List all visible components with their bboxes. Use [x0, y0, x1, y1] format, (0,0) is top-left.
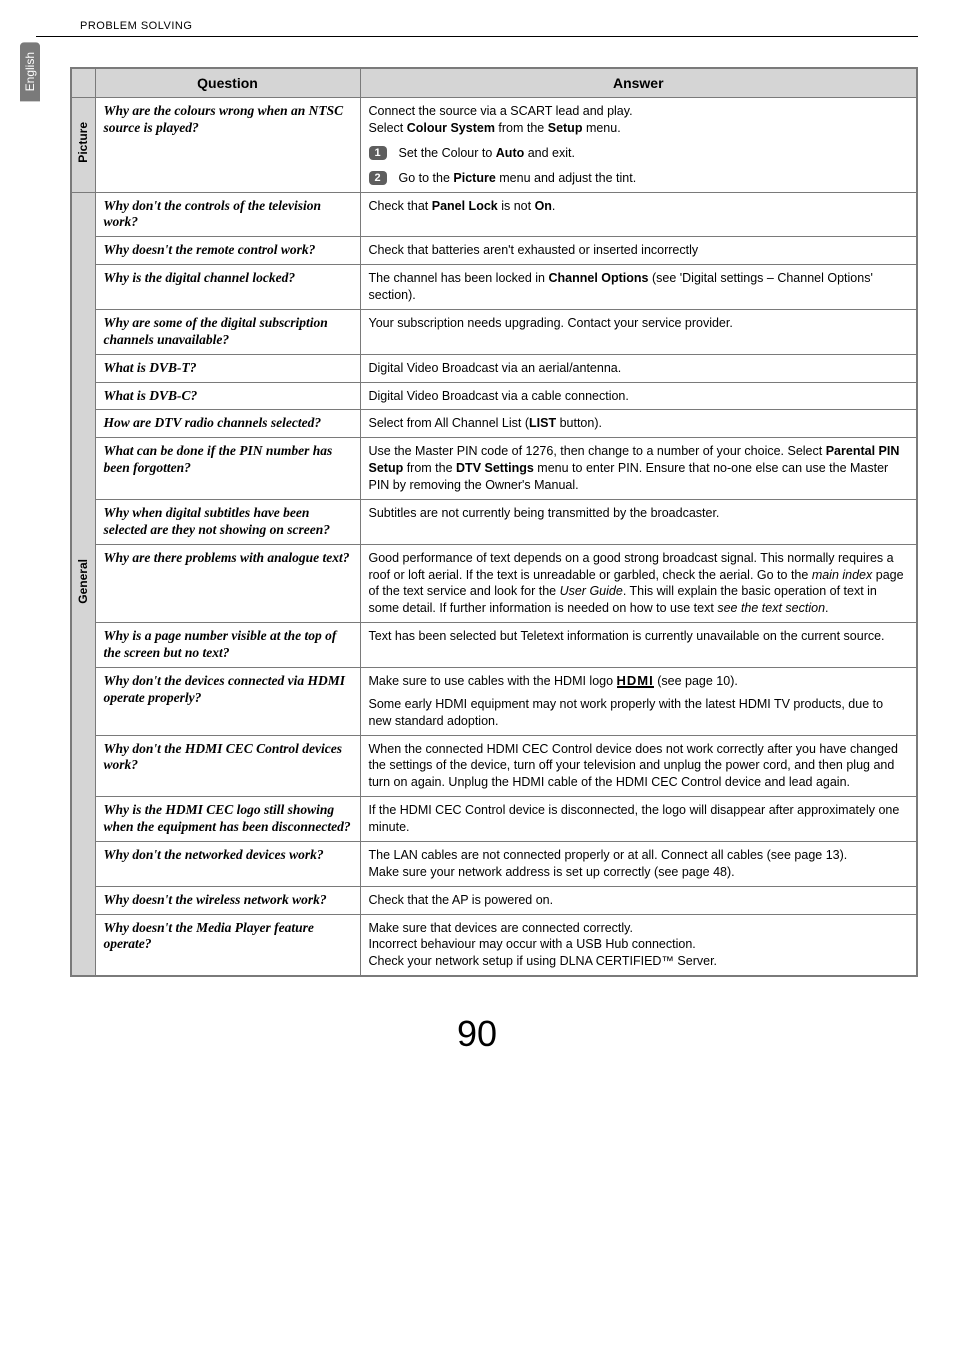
answer-cell: Check that batteries aren't exhausted or…	[360, 237, 917, 265]
step-number-icon: 2	[369, 171, 387, 185]
question-cell: Why is the digital channel locked?	[95, 265, 360, 310]
table-row: Why is a page number visible at the top …	[71, 623, 917, 668]
table-row: Why doesn't the wireless network work?Ch…	[71, 886, 917, 914]
answer-cell: When the connected HDMI CEC Control devi…	[360, 735, 917, 797]
question-cell: Why when digital subtitles have been sel…	[95, 499, 360, 544]
question-cell: Why is the HDMI CEC logo still showing w…	[95, 797, 360, 842]
answer-cell: Make sure that devices are connected cor…	[360, 914, 917, 976]
question-header: Question	[95, 68, 360, 98]
step-text: Set the Colour to Auto and exit.	[399, 146, 575, 160]
header: PROBLEM SOLVING	[36, 20, 918, 37]
answer-cell: Check that the AP is powered on.	[360, 886, 917, 914]
question-cell: Why is a page number visible at the top …	[95, 623, 360, 668]
question-cell: Why don't the HDMI CEC Control devices w…	[95, 735, 360, 797]
table-row: Why don't the networked devices work?The…	[71, 841, 917, 886]
qa-table: Question Answer PictureWhy are the colou…	[70, 67, 918, 977]
question-cell: What can be done if the PIN number has b…	[95, 438, 360, 500]
question-cell: Why don't the networked devices work?	[95, 841, 360, 886]
hdmi-logo-icon: HDMI	[617, 675, 654, 689]
table-row: What is DVB-C?Digital Video Broadcast vi…	[71, 382, 917, 410]
page-number: 90	[36, 1013, 918, 1055]
answer-cell: Text has been selected but Teletext info…	[360, 623, 917, 668]
answer-cell: Select from All Channel List (LIST butto…	[360, 410, 917, 438]
answer-cell: Connect the source via a SCART lead and …	[360, 98, 917, 193]
language-tab: English	[20, 42, 40, 101]
answer-line: Make sure to use cables with the HDMI lo…	[369, 673, 909, 690]
question-cell: How are DTV radio channels selected?	[95, 410, 360, 438]
step-line: 2 Go to the Picture menu and adjust the t…	[369, 170, 909, 187]
main-content: Question Answer PictureWhy are the colou…	[36, 43, 918, 977]
category-header-blank	[71, 68, 95, 98]
table-row: What can be done if the PIN number has b…	[71, 438, 917, 500]
category-cell: Picture	[71, 98, 95, 193]
answer-cell: Digital Video Broadcast via an aerial/an…	[360, 354, 917, 382]
category-cell: General	[71, 192, 95, 976]
question-cell: Why doesn't the remote control work?	[95, 237, 360, 265]
table-row: Why is the digital channel locked?The ch…	[71, 265, 917, 310]
question-cell: Why are some of the digital subscription…	[95, 309, 360, 354]
answer-cell: Make sure to use cables with the HDMI lo…	[360, 667, 917, 735]
table-row: Why doesn't the remote control work?Chec…	[71, 237, 917, 265]
table-row: GeneralWhy don't the controls of the tel…	[71, 192, 917, 237]
answer-cell: Check that Panel Lock is not On.	[360, 192, 917, 237]
answer-cell: The channel has been locked in Channel O…	[360, 265, 917, 310]
table-row: Why don't the devices connected via HDMI…	[71, 667, 917, 735]
category-label: Picture	[75, 122, 91, 163]
question-cell: Why doesn't the Media Player feature ope…	[95, 914, 360, 976]
table-row: PictureWhy are the colours wrong when an…	[71, 98, 917, 193]
table-row: Why when digital subtitles have been sel…	[71, 499, 917, 544]
question-cell: Why don't the devices connected via HDMI…	[95, 667, 360, 735]
question-cell: What is DVB-C?	[95, 382, 360, 410]
table-row: Why are some of the digital subscription…	[71, 309, 917, 354]
answer-cell: If the HDMI CEC Control device is discon…	[360, 797, 917, 842]
question-cell: Why don't the controls of the television…	[95, 192, 360, 237]
question-cell: What is DVB-T?	[95, 354, 360, 382]
question-cell: Why are the colours wrong when an NTSC s…	[95, 98, 360, 193]
answer-cell: Digital Video Broadcast via a cable conn…	[360, 382, 917, 410]
step-text: Go to the Picture menu and adjust the ti…	[399, 171, 637, 185]
answer-cell: Use the Master PIN code of 1276, then ch…	[360, 438, 917, 500]
answer-cell: Your subscription needs upgrading. Conta…	[360, 309, 917, 354]
answer-cell: The LAN cables are not connected properl…	[360, 841, 917, 886]
question-cell: Why doesn't the wireless network work?	[95, 886, 360, 914]
table-row: Why doesn't the Media Player feature ope…	[71, 914, 917, 976]
answer-line: Some early HDMI equipment may not work p…	[369, 696, 909, 730]
step-line: 1 Set the Colour to Auto and exit.	[369, 145, 909, 162]
answer-cell: Good performance of text depends on a go…	[360, 544, 917, 623]
question-cell: Why are there problems with analogue tex…	[95, 544, 360, 623]
table-row: Why is the HDMI CEC logo still showing w…	[71, 797, 917, 842]
step-number-icon: 1	[369, 146, 387, 160]
category-label: General	[75, 559, 91, 604]
table-row: Why don't the HDMI CEC Control devices w…	[71, 735, 917, 797]
table-row: How are DTV radio channels selected?Sele…	[71, 410, 917, 438]
answer-header: Answer	[360, 68, 917, 98]
table-row: Why are there problems with analogue tex…	[71, 544, 917, 623]
table-row: What is DVB-T?Digital Video Broadcast vi…	[71, 354, 917, 382]
answer-cell: Subtitles are not currently being transm…	[360, 499, 917, 544]
breadcrumb: PROBLEM SOLVING	[36, 20, 918, 37]
